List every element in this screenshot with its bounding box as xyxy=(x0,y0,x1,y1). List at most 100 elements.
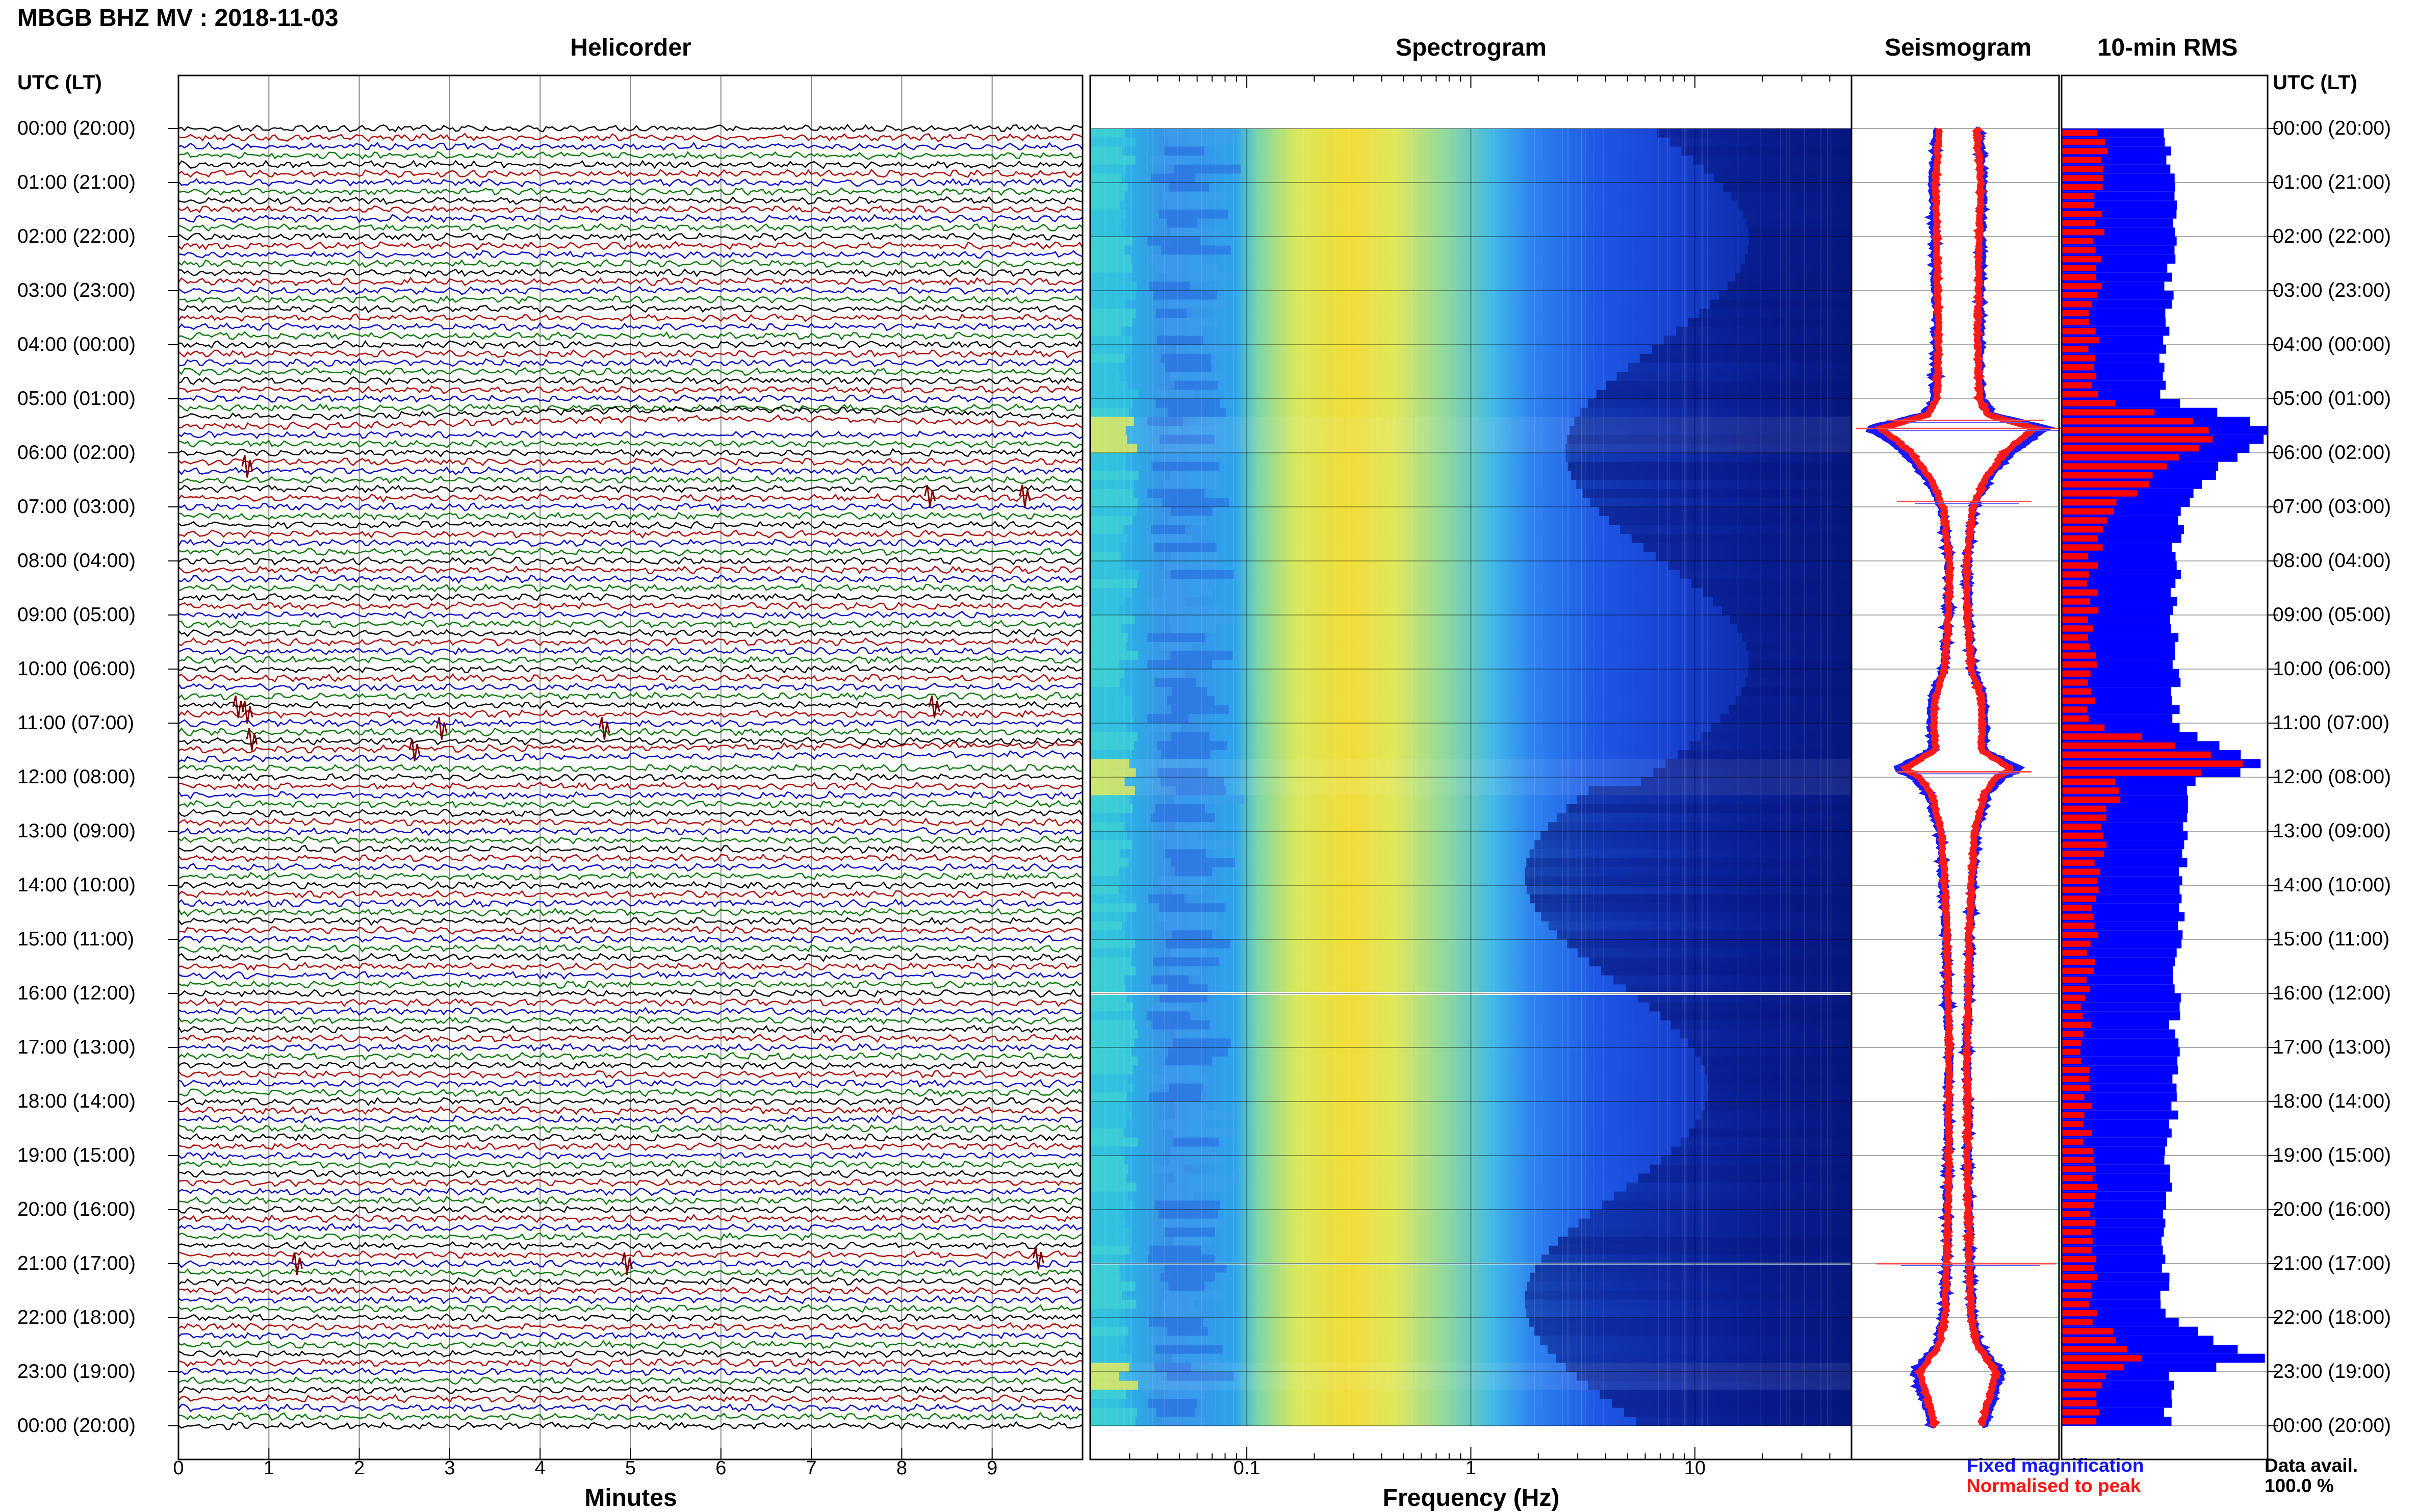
helicorder-trace xyxy=(178,250,1083,260)
helicorder-event-spike xyxy=(928,695,940,719)
rms-bar-fixed xyxy=(2062,1056,2178,1066)
helicorder-event-spike xyxy=(246,728,258,751)
rms-bar-normalised xyxy=(2062,1211,2091,1218)
data-avail-label: Data avail. xyxy=(2265,1455,2358,1476)
rms-bar-normalised xyxy=(2062,157,2101,164)
spectrogram-row-low xyxy=(1090,336,1133,345)
rms-bar-normalised xyxy=(2062,1292,2092,1299)
spectrogram-row-low xyxy=(1090,462,1126,471)
spectrogram-row-low xyxy=(1090,146,1122,156)
rms-bar-normalised xyxy=(2062,679,2088,686)
spectrogram-row-low xyxy=(1090,1056,1138,1066)
rms-bar-normalised xyxy=(2062,1193,2095,1199)
helicorder-event-spike xyxy=(291,1252,303,1275)
helicorder-trace xyxy=(178,1205,1083,1215)
spectrogram-row-low xyxy=(1090,1020,1135,1030)
helicorder-trace xyxy=(178,709,1083,719)
time-label-right: 08:00 (04:00) xyxy=(2273,550,2392,572)
spectrogram-row-mid xyxy=(1149,281,1190,291)
time-label-left: 14:00 (10:00) xyxy=(17,874,136,896)
spectrogram-row-low xyxy=(1090,291,1136,300)
spectrogram-row-mid xyxy=(1154,1363,1192,1372)
rms-bar-normalised xyxy=(2062,201,2094,209)
rms-bar-fixed xyxy=(2062,1137,2168,1147)
spectrogram-row-low xyxy=(1090,975,1124,985)
spectrogram-row-low xyxy=(1090,1146,1121,1156)
spectrogram-row-mid xyxy=(1167,840,1237,850)
spectrogram-row-high xyxy=(1650,1164,1852,1174)
rms-bar-normalised xyxy=(2062,1085,2091,1091)
rms-bar-normalised xyxy=(2062,634,2088,641)
time-label-right: 22:00 (18:00) xyxy=(2273,1306,2392,1328)
spectrogram-row-low xyxy=(1090,1038,1135,1047)
rms-bar-normalised xyxy=(2062,1012,2083,1019)
helicorder-trace xyxy=(178,1115,1083,1124)
spectrogram-row-low xyxy=(1090,597,1124,606)
time-label-left: 13:00 (09:00) xyxy=(17,820,136,842)
spectrogram-row-mid xyxy=(1148,723,1181,732)
rms-bar-normalised xyxy=(2062,769,2202,776)
rms-bar-normalised xyxy=(2062,400,2116,407)
time-label-left: 23:00 (19:00) xyxy=(17,1361,136,1382)
panel-frame xyxy=(177,74,1084,1460)
spectrogram-row-low xyxy=(1090,1380,1139,1390)
spectrogram-row-low xyxy=(1090,407,1129,417)
helicorder-trace xyxy=(178,610,1083,620)
spectrogram-row-low xyxy=(1090,1173,1127,1183)
helicorder-trace xyxy=(178,727,1083,737)
rms-bar-fixed xyxy=(2062,1038,2179,1047)
spectrogram-row-mid xyxy=(1163,191,1228,201)
time-label-right: 12:00 (08:00) xyxy=(2273,766,2392,788)
helicorder-event-spike xyxy=(1019,484,1031,508)
spectrogram-row-low xyxy=(1090,471,1139,480)
rms-bar-fixed xyxy=(2062,705,2180,714)
rms-bar-normalised xyxy=(2062,1112,2085,1118)
spectrogram-row-low xyxy=(1090,651,1139,660)
legend-normalised: Normalised to peak xyxy=(1967,1475,2141,1496)
spectrogram-row-high xyxy=(1567,939,1852,949)
rms-bar-normalised xyxy=(2062,553,2089,560)
rms-bar-fixed xyxy=(2062,1029,2175,1039)
spectrogram-row-high xyxy=(1693,156,1852,165)
spectrogram-row-mid xyxy=(1161,750,1211,759)
spectrogram-row-high xyxy=(1707,1092,1852,1101)
spectrogram-row-mid xyxy=(1164,480,1221,489)
helicorder-trace xyxy=(178,1034,1083,1043)
spectrogram-row-mid xyxy=(1158,876,1207,885)
rms-bar-normalised xyxy=(2062,950,2088,956)
helicorder-trace xyxy=(178,970,1083,980)
rms-bar-normalised xyxy=(2062,895,2096,902)
spectrogram-row-mid xyxy=(1154,543,1217,552)
helicorder-trace xyxy=(178,718,1083,728)
spectrogram-row-high xyxy=(1582,489,1852,498)
rms-bar-normalised xyxy=(2062,1157,2094,1164)
rms-bar-normalised xyxy=(2062,688,2091,695)
helicorder-trace xyxy=(178,295,1083,304)
spectrogram-xtick: 0.1 xyxy=(1233,1457,1261,1479)
spectrogram-row-low xyxy=(1090,237,1133,246)
helicorder-trace xyxy=(178,376,1083,386)
helicorder-trace xyxy=(178,405,1083,421)
time-label-right: 15:00 (11:00) xyxy=(2273,928,2390,950)
helicorder-trace xyxy=(178,196,1083,205)
helicorder-trace xyxy=(178,898,1083,908)
spectrogram-row-high xyxy=(1576,480,1852,489)
spectrogram-row-high xyxy=(1525,1299,1852,1309)
spectrogram-row-mid xyxy=(1147,417,1184,426)
rms-bar-normalised xyxy=(2062,274,2096,280)
rms-bar-normalised xyxy=(2062,616,2088,623)
spectrogram-event xyxy=(1090,759,1852,768)
spectrogram-row-low xyxy=(1090,399,1134,408)
rms-bar-normalised xyxy=(2062,193,2095,199)
time-label-right: 20:00 (16:00) xyxy=(2273,1198,2392,1220)
panel-frame xyxy=(1850,74,2060,1460)
spectrogram-row-mid xyxy=(1155,399,1220,408)
spectrogram-row-high xyxy=(1624,1407,1852,1417)
rms-bar-fixed xyxy=(2062,1110,2178,1120)
spectrogram-row-high xyxy=(1526,1309,1852,1318)
spectrogram-row-high xyxy=(1565,444,1852,453)
helicorder-trace xyxy=(177,313,1083,322)
helicorder-trace xyxy=(178,1367,1083,1376)
spectrogram-row-high xyxy=(1529,1318,1852,1327)
rms-bar-normalised xyxy=(2062,1364,2124,1371)
